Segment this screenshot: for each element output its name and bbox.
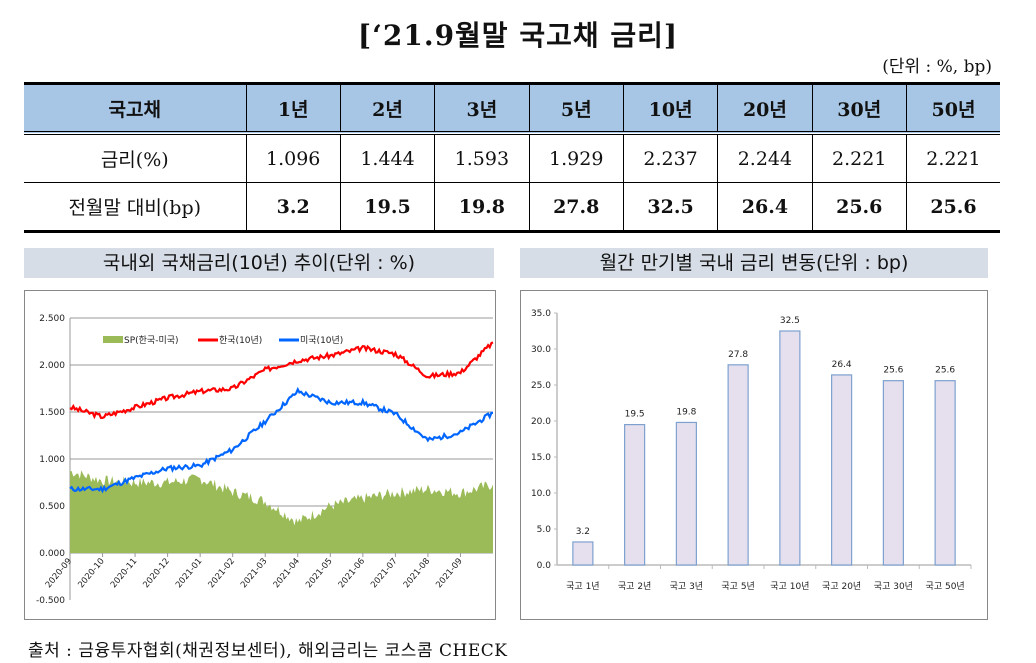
x-category-label: 국고 1년 [566, 581, 599, 592]
right-chart-title: 월간 만기별 국내 금리 변동(단위 : bp) [520, 248, 988, 278]
header-cell: 20년 [717, 82, 813, 135]
legend-label: 미국(10년) [300, 335, 343, 346]
y-tick-label: -0.500 [36, 596, 65, 606]
header-cell: 국고채 [24, 82, 247, 135]
table-cell: 1.096 [245, 133, 341, 183]
y-tick-label: 2.500 [39, 314, 65, 324]
y-tick-label: 25.0 [531, 381, 551, 391]
y-tick-label: 20.0 [531, 417, 551, 427]
x-tick-label: 2021-01 [174, 557, 204, 591]
x-tick-label: 2021-03 [239, 557, 269, 591]
unit-note: (단위 : %, bp) [882, 57, 992, 77]
bar-value-label: 19.5 [625, 410, 645, 420]
bar [675, 421, 697, 566]
table-cell: 25.6 [905, 182, 1000, 233]
x-category-label: 국고 2년 [618, 581, 651, 592]
table-cell: 32.5 [622, 182, 718, 233]
x-tick-label: 2020-12 [141, 557, 171, 591]
line-chart: -0.500 0.000 0.500 1.000 1.500 2.000 2.500 2020… [36, 314, 494, 606]
legend-label: SP(한국-미국) [124, 335, 179, 346]
bar [572, 541, 594, 566]
table-cell: 1.593 [434, 133, 530, 183]
us-10y-line [69, 386, 494, 494]
table-cell: 2.244 [717, 133, 813, 183]
y-tick-label: 5.0 [537, 525, 552, 535]
table-cell: 19.5 [339, 182, 435, 233]
y-tick-label: 2.000 [39, 361, 65, 371]
table-cell: 19.8 [434, 182, 530, 233]
x-category-label: 국고 10년 [770, 581, 809, 592]
table-header-row: 국고채 1년 2년 3년 5년 10년 20년 30년 50년 [24, 82, 1000, 135]
table-row-change: 전월말 대비(bp) 3.2 19.5 19.8 27.8 32.5 26.4 … [24, 182, 1000, 233]
x-category-label: 국고 20년 [822, 581, 861, 592]
x-tick-label: 2021-07 [369, 557, 399, 591]
bar-value-label: 32.5 [780, 316, 800, 326]
x-tick-label: 2021-06 [337, 557, 367, 591]
bar [831, 374, 853, 566]
table-cell: 2.221 [811, 133, 907, 183]
bar [779, 330, 801, 566]
header-cell: 30년 [811, 82, 907, 135]
bar [727, 364, 749, 566]
table-cell: 1.929 [528, 133, 624, 183]
row-label: 전월말 대비(bp) [24, 182, 247, 233]
y-tick-label: 15.0 [531, 453, 551, 463]
bar-value-label: 25.6 [935, 366, 955, 376]
x-category-label: 국고 50년 [926, 581, 965, 592]
table-cell: 1.444 [339, 133, 435, 183]
header-cell: 10년 [622, 82, 718, 135]
line-chart-frame: -0.500 0.000 0.500 1.000 1.500 2.000 2.500 2020… [24, 290, 496, 620]
bar-value-label: 19.8 [676, 407, 696, 417]
y-tick-label: 10.0 [531, 489, 551, 499]
table-cell: 2.221 [905, 133, 1000, 183]
x-category-label: 국고 30년 [874, 581, 913, 592]
y-tick-label: 1.500 [39, 408, 65, 418]
x-tick-label: 2020-10 [76, 557, 106, 591]
bar-value-label: 26.4 [832, 360, 852, 370]
header-cell: 50년 [905, 82, 1000, 135]
table-cell: 26.4 [717, 182, 813, 233]
legend-swatch [103, 336, 123, 343]
bar-chart-frame: 0.0 5.0 10.0 15.0 20.0 25.0 30.0 35.0 3.2 국고 1년 19… [520, 290, 988, 620]
bar-value-label: 25.6 [883, 366, 903, 376]
table-cell: 27.8 [528, 182, 624, 233]
x-tick-label: 2021-05 [304, 557, 334, 591]
bar [934, 380, 956, 566]
left-chart-title: 국내외 국채금리(10년) 추이(단위 : %) [24, 248, 494, 278]
bar-value-label: 3.2 [576, 527, 590, 537]
header-cell: 1년 [245, 82, 341, 135]
table-cell: 3.2 [245, 182, 341, 233]
x-category-label: 국고 3년 [670, 581, 703, 592]
x-tick-label: 2021-08 [402, 557, 432, 591]
page-title: [‘21.9월말 국고채 금리] [357, 19, 679, 52]
y-tick-label: 35.0 [531, 309, 551, 319]
legend-label: 한국(10년) [219, 335, 262, 346]
table-row-rate: 금리(%) 1.096 1.444 1.593 1.929 2.237 2.24… [24, 133, 1000, 183]
bar-chart: 0.0 5.0 10.0 15.0 20.0 25.0 30.0 35.0 3.2 국고 1년 19… [531, 309, 972, 592]
bar [624, 424, 646, 566]
spread-area [70, 470, 493, 553]
bar-value-label: 27.8 [728, 350, 748, 360]
table-cell: 2.237 [622, 133, 718, 183]
treasury-rate-table: 국고채 1년 2년 3년 5년 10년 20년 30년 50년 금리(%) 1.… [24, 82, 1000, 233]
x-tick-label: 2020-11 [109, 557, 139, 591]
y-tick-label: 1.000 [39, 455, 65, 465]
y-tick-label: 0.000 [39, 549, 65, 559]
header-cell: 3년 [434, 82, 530, 135]
source-note: 출처 : 금융투자협회(채권정보센터), 해외금리는 코스콤 CHECK [28, 641, 508, 661]
x-tick-label: 2021-09 [434, 557, 464, 591]
x-tick-label: 2021-02 [207, 557, 237, 591]
header-cell: 5년 [528, 82, 624, 135]
header-cell: 2년 [339, 82, 435, 135]
x-category-label: 국고 5년 [721, 581, 754, 592]
y-tick-label: 0.500 [39, 502, 65, 512]
table-cell: 25.6 [811, 182, 907, 233]
bar [882, 380, 904, 566]
x-tick-label: 2021-04 [272, 557, 302, 591]
y-tick-label: 30.0 [531, 345, 551, 355]
korea-10y-line [69, 341, 494, 420]
row-label: 금리(%) [24, 133, 247, 183]
y-tick-label: 0.0 [537, 561, 552, 571]
